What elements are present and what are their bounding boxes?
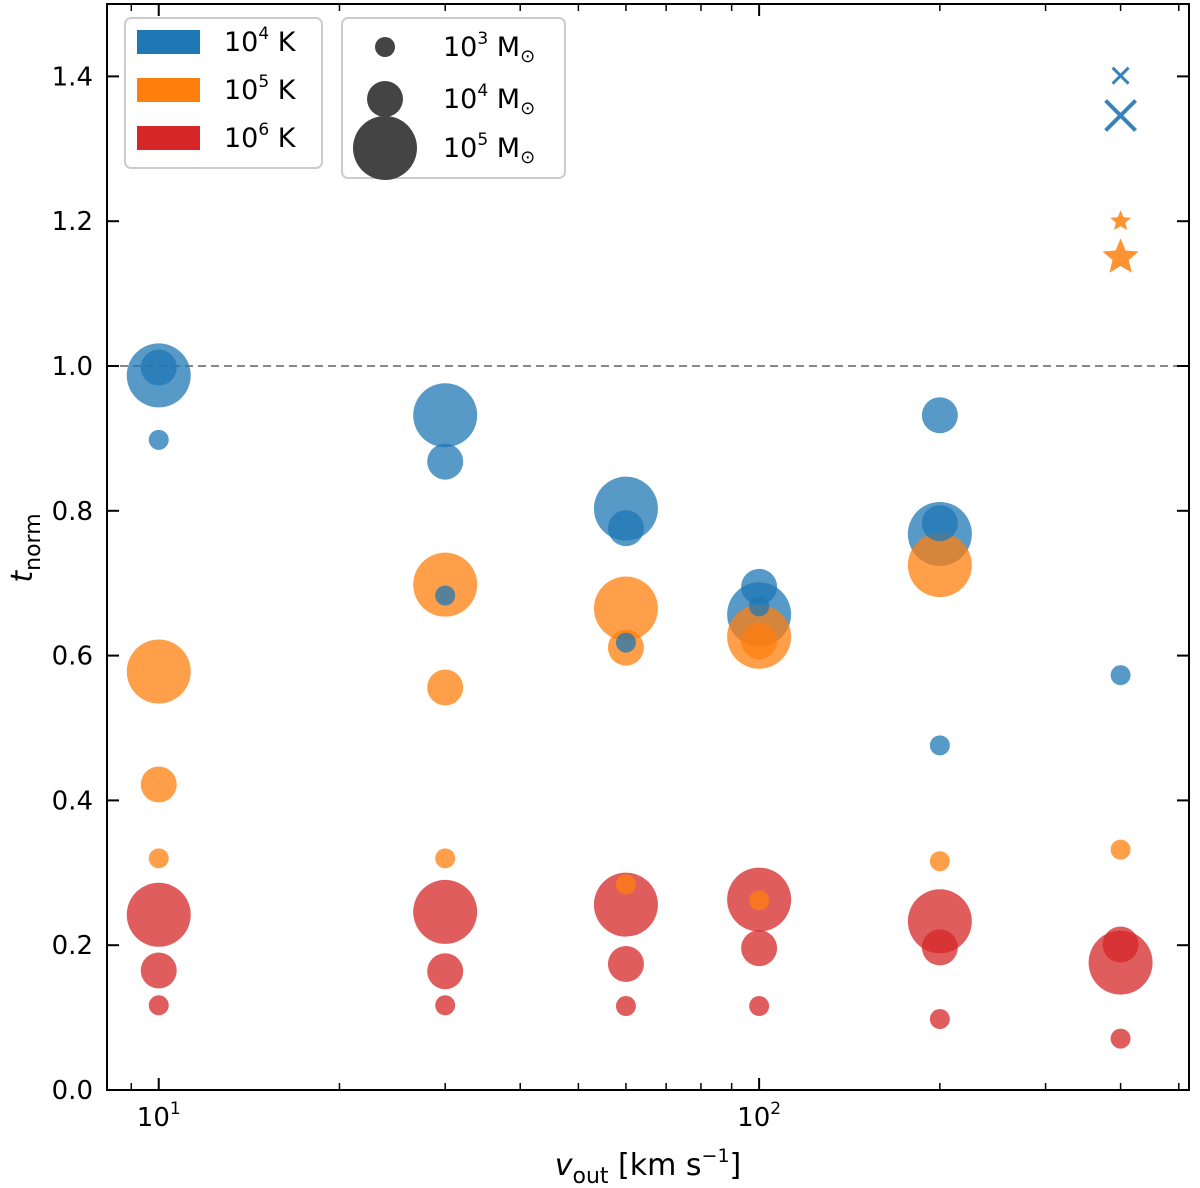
y-tick-label: 1.2 (52, 207, 93, 237)
scatter-point (413, 552, 478, 617)
x-marker (1111, 66, 1130, 85)
x-tick-label: 102 (737, 1099, 781, 1133)
scatter-point (148, 995, 169, 1016)
scatter-point (1110, 839, 1131, 860)
scatter-point (741, 930, 778, 967)
scatter-point (907, 889, 972, 954)
scatter-point (607, 946, 644, 983)
mass-legend-label: 103 M⊙ (443, 29, 535, 67)
scatter-point (140, 349, 177, 386)
mass-legend-label: 104 M⊙ (443, 81, 535, 119)
plot-frame (106, 3, 1190, 1091)
star-marker (1102, 238, 1139, 273)
temperature-legend-label: 106 K (224, 120, 297, 154)
mass-legend-marker (375, 37, 395, 57)
y-axis-label: tnorm (5, 513, 46, 582)
scatter-point (1102, 926, 1139, 963)
scatter-point (148, 429, 169, 450)
scatter-point (929, 735, 950, 756)
scatter-point (435, 585, 456, 606)
plot-area (107, 66, 1189, 1049)
scatter-point (413, 879, 478, 944)
y-tick-label: 0.0 (52, 1076, 93, 1106)
scatter-point (427, 953, 464, 990)
scatter-point (126, 639, 191, 704)
scatter-point (1110, 1028, 1131, 1049)
y-tick-label: 1.4 (52, 62, 93, 92)
scatter-point (140, 766, 177, 803)
scatter-point (435, 848, 456, 869)
scatter-point (921, 505, 958, 542)
scatter-point (427, 443, 464, 480)
scatter-point (615, 632, 636, 653)
x-marker (1104, 99, 1138, 132)
mass-legend-marker (353, 116, 417, 180)
y-tick-label: 0.4 (52, 786, 93, 816)
y-tick-label: 0.2 (52, 931, 93, 961)
mass-legend-label: 105 M⊙ (443, 130, 535, 168)
temperature-legend-swatch (137, 78, 200, 102)
scatter-point (140, 952, 177, 989)
scatter-point (126, 882, 191, 947)
y-tick-label: 0.6 (52, 642, 93, 672)
scatter-point (921, 397, 958, 434)
scatter-point (615, 996, 636, 1017)
scatter-point (929, 851, 950, 872)
axes: 0.0 0.2 0.4 0.6 0.8 1.0 1.2 1.4 101 102 vout [km s… (5, 3, 1190, 1188)
temperature-legend-label: 105 K (224, 72, 297, 106)
mass-legend-marker (367, 81, 403, 117)
scatter-point (435, 995, 456, 1016)
temperature-legend-swatch (137, 30, 200, 54)
scatter-point (607, 510, 644, 547)
scatter-point (1110, 665, 1131, 686)
scatter-point (749, 596, 770, 617)
temperature-legend-label: 104 K (224, 24, 297, 58)
scatter-point (413, 383, 478, 448)
x-axis-label: vout [km s−1] (555, 1145, 742, 1188)
y-tick-label: 0.8 (52, 497, 93, 527)
x-tick-label: 101 (137, 1099, 181, 1133)
scatter-point (929, 1009, 950, 1030)
star-marker (1110, 210, 1132, 231)
scatter-point (593, 872, 658, 937)
scatter-point (749, 996, 770, 1017)
scatter-point (148, 848, 169, 869)
scatter-point (741, 623, 778, 660)
scatter-point (749, 890, 770, 911)
scatter-point (593, 576, 658, 641)
temperature-legend-swatch (137, 126, 200, 150)
scatter-point (921, 929, 958, 966)
scatter-point (907, 533, 972, 598)
scatter-point (615, 874, 636, 895)
y-tick-label: 1.0 (52, 352, 93, 382)
scatter-point (427, 669, 464, 706)
legends: 104 K 105 K 106 K 103 M⊙ 104 M⊙ 105 M⊙ (124, 17, 566, 180)
scatter-point (741, 568, 778, 605)
